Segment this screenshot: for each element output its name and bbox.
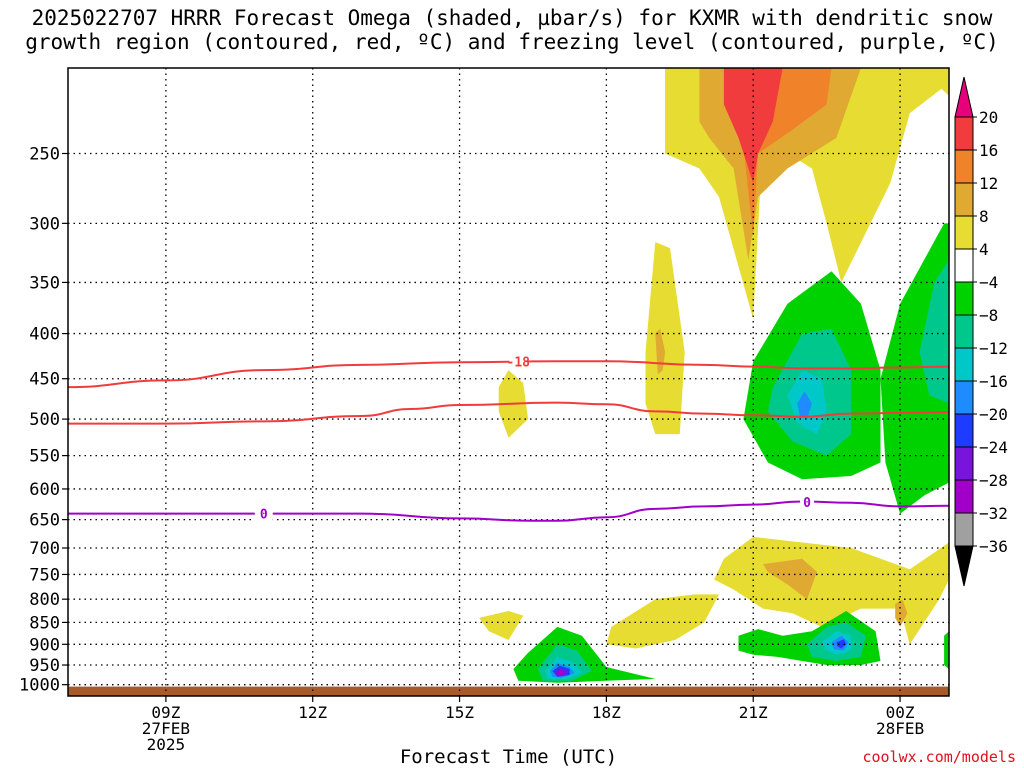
- colorbar-bin-3: [954, 182, 974, 217]
- colorbar-bin-7: [954, 314, 974, 349]
- y-tick-label-550: 550: [29, 447, 60, 467]
- y-tick-label-450: 450: [29, 370, 60, 390]
- x-tick-label-11-0: 18Z: [592, 703, 621, 722]
- colorbar-bin-8: [954, 347, 974, 382]
- colorbar: 20 16 12 8 4 −4 −8 −12 −16 −20 −24 −28 −32 −36: [954, 76, 1008, 587]
- contour-label-3: 0: [260, 508, 268, 523]
- credit-text: coolwx.com/models: [862, 748, 1016, 766]
- omega-region-4: [934, 68, 949, 96]
- colorbar-label-1: 16: [979, 141, 998, 160]
- omega-region-16: [895, 599, 908, 627]
- y-tick-label-700: 700: [29, 539, 60, 559]
- colorbar-label-2: 12: [979, 174, 998, 193]
- x-tick-label-8-0: 15Z: [445, 703, 474, 722]
- contour-line-2: [68, 401, 949, 425]
- y-tick-label-950: 950: [29, 656, 60, 676]
- colorbar-label-8: −16: [979, 372, 1008, 391]
- y-tick-label-350: 350: [29, 273, 60, 293]
- colorbar-label-0: 20: [979, 108, 998, 127]
- x-tick-label-17-1: 28FEB: [876, 719, 924, 738]
- omega-region-18: [479, 611, 524, 640]
- plot-frame: [67, 67, 950, 697]
- y-tick-label-600: 600: [29, 480, 60, 500]
- x-tick-label-17-0: 00Z: [886, 703, 915, 722]
- y-tick-label-300: 300: [29, 214, 60, 234]
- contour-label-1: -18: [507, 355, 531, 370]
- x-tick-label-2-2: 2025: [147, 735, 186, 754]
- omega-shading: [479, 68, 949, 683]
- grid-lines: [68, 68, 949, 696]
- colorbar-label-6: −8: [979, 306, 998, 325]
- colorbar-bin-11: [954, 446, 974, 481]
- contour-label-bg-3: [254, 506, 273, 521]
- contour-line-3: [68, 500, 949, 522]
- x-tick-label-5-0: 12Z: [298, 703, 327, 722]
- y-tick-label-400: 400: [29, 325, 60, 345]
- colorbar-bin-4: [954, 215, 974, 250]
- contour-line-0: [68, 360, 949, 389]
- colorbar-label-5: −4: [979, 273, 998, 292]
- chart-title: 2025022707 HRRR Forecast Omega (shaded, …: [25, 6, 999, 54]
- x-tick-label-14-0: 21Z: [739, 703, 768, 722]
- ground-strip: [68, 686, 949, 696]
- y-tick-label-250: 250: [29, 144, 60, 164]
- colorbar-label-9: −20: [979, 405, 1008, 424]
- colorbar-bin-1: [954, 116, 974, 151]
- y-tick-label-850: 850: [29, 613, 60, 633]
- omega-region-31: [944, 631, 949, 669]
- colorbar-label-11: −28: [979, 471, 1008, 490]
- colorbar-top-arrow: [954, 76, 974, 118]
- extra-label-bg-0: [800, 495, 815, 510]
- x-tick-label-2-1: 27FEB: [142, 719, 190, 738]
- colorbar-label-7: −12: [979, 339, 1008, 358]
- omega-region-30: [836, 639, 847, 649]
- y-axis: 2503003504004505005506006507007508008509…: [19, 144, 68, 696]
- colorbar-bin-5: [954, 248, 974, 283]
- colorbar-label-4: 4: [979, 240, 989, 259]
- contour-label-bg-1: [509, 354, 528, 369]
- omega-region-3: [723, 68, 783, 183]
- colorbar-bin-2: [954, 149, 974, 184]
- y-tick-label-1000: 1000: [19, 676, 60, 696]
- omega-region-11: [797, 391, 812, 420]
- ground-fill: [68, 686, 949, 696]
- omega-region-25: [557, 669, 566, 675]
- colorbar-bin-6: [954, 281, 974, 316]
- extra-label-0: 0: [803, 496, 811, 511]
- x-axis-label: Forecast Time (UTC): [400, 746, 617, 768]
- y-tick-label-750: 750: [29, 565, 60, 585]
- y-tick-label-900: 900: [29, 635, 60, 655]
- omega-region-17: [606, 594, 719, 649]
- omega-region-5: [645, 242, 685, 435]
- x-tick-label-2-0: 09Z: [151, 703, 180, 722]
- colorbar-label-10: −24: [979, 438, 1008, 457]
- colorbar-bin-9: [954, 380, 974, 415]
- colorbar-bin-13: [954, 512, 974, 547]
- colorbar-label-13: −36: [979, 537, 1008, 556]
- colorbar-bottom-arrow: [954, 545, 974, 587]
- colorbar-label-12: −32: [979, 504, 1008, 523]
- colorbar-label-3: 8: [979, 207, 989, 226]
- temperature-contours: -18 0 0: [68, 354, 949, 523]
- y-tick-label-800: 800: [29, 590, 60, 610]
- y-tick-label-500: 500: [29, 410, 60, 430]
- colorbar-bin-12: [954, 479, 974, 514]
- y-tick-label-650: 650: [29, 511, 60, 531]
- omega-region-15: [763, 558, 817, 600]
- colorbar-bin-10: [954, 413, 974, 448]
